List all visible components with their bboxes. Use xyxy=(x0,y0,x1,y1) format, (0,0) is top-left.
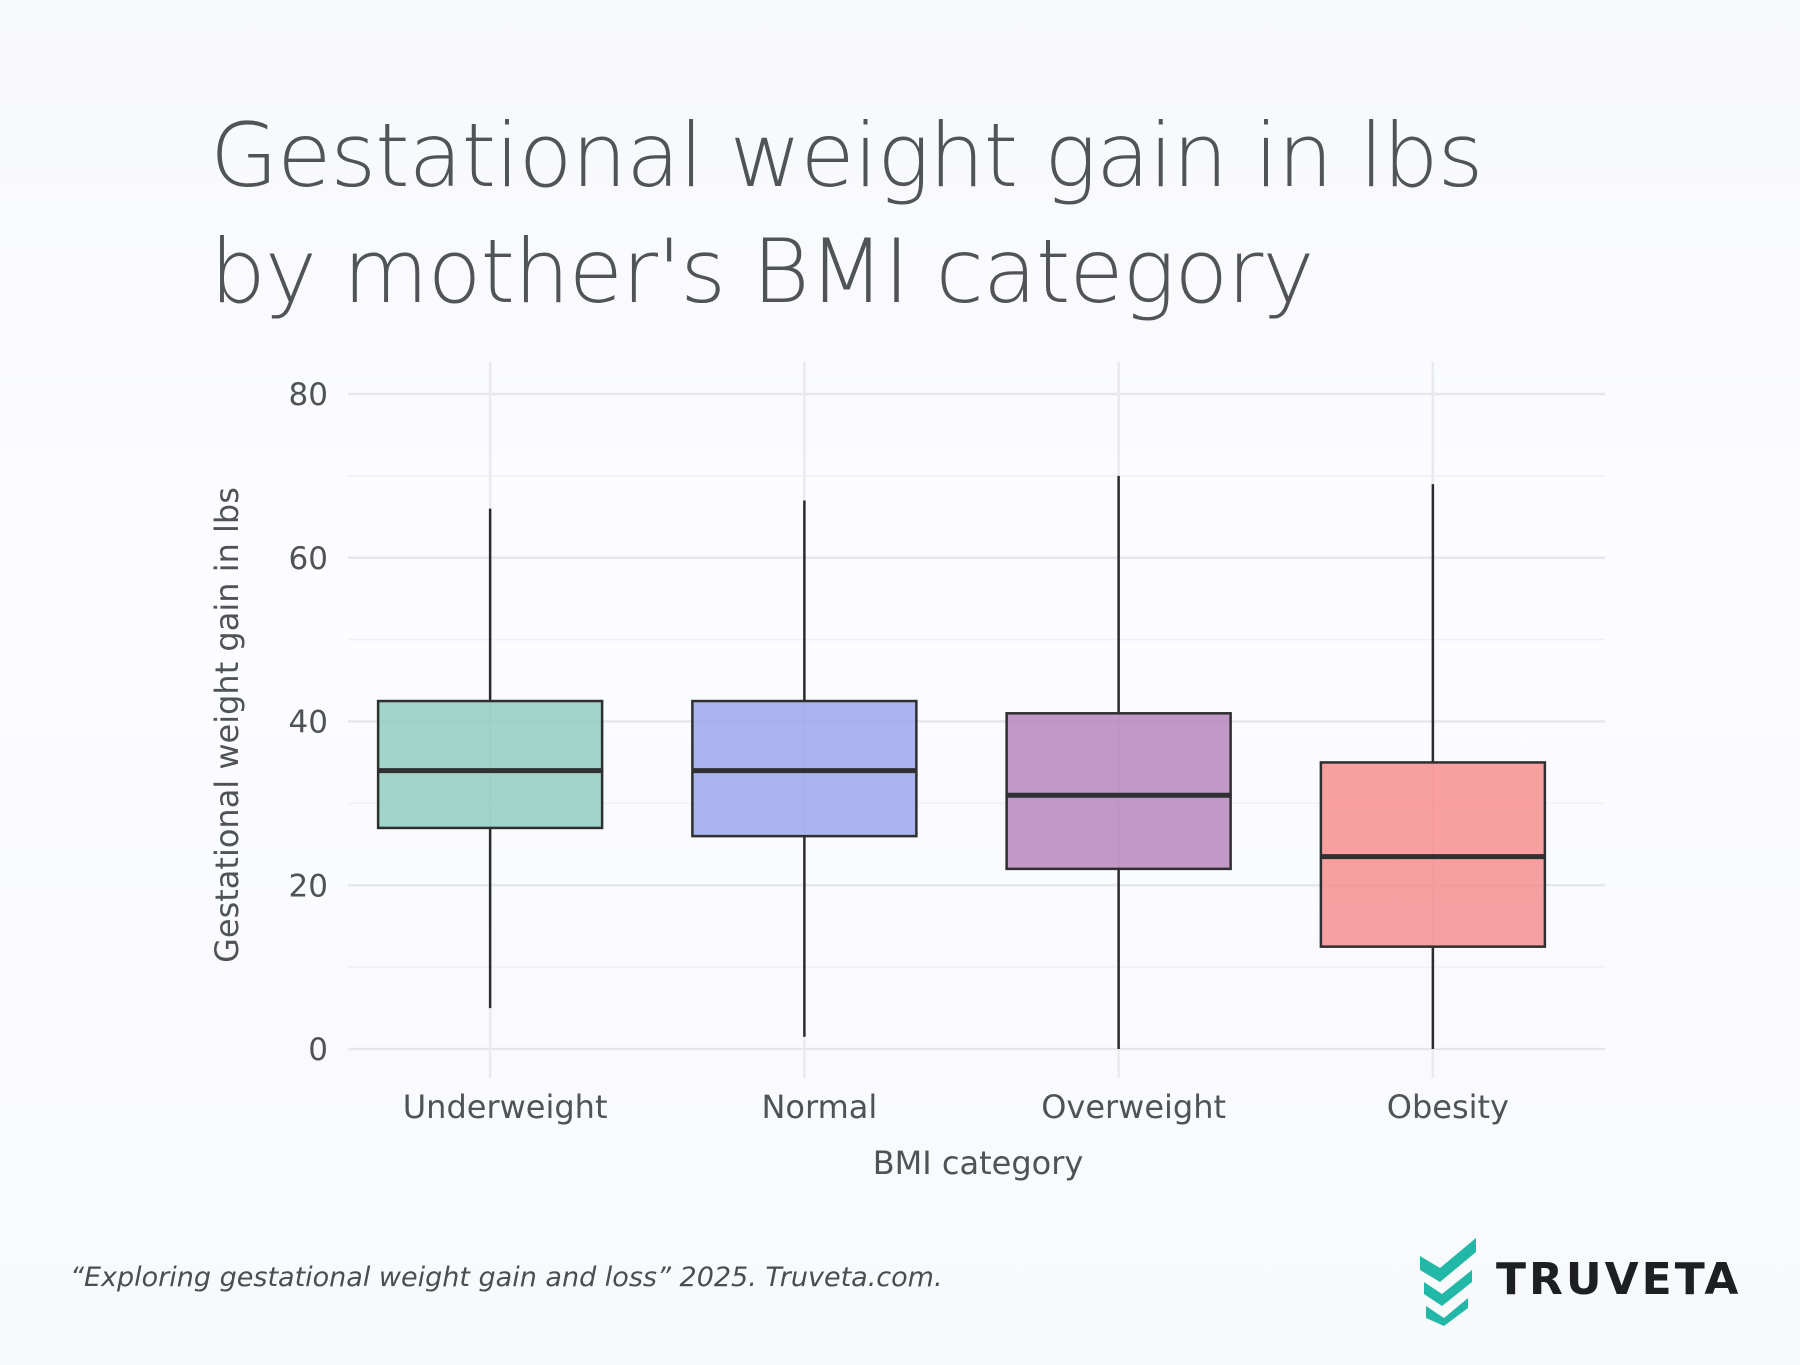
x-tick-label: Underweight xyxy=(403,1088,608,1126)
truveta-logo: TRUVETA xyxy=(1418,1234,1748,1326)
brand-name: TRUVETA xyxy=(1496,1254,1742,1305)
box-obesity xyxy=(1319,484,1547,1049)
y-axis-title: Gestational weight gain in lbs xyxy=(208,487,246,963)
y-tick-label: 20 xyxy=(289,868,328,904)
title-line-1: Gestational weight gain in lbs xyxy=(210,104,1483,207)
y-tick-label: 40 xyxy=(289,705,328,741)
y-axis-ticks: 0 20 40 60 80 xyxy=(289,377,328,1068)
page-title: Gestational weight gain in lbs by mother… xyxy=(210,98,1483,330)
y-tick-label: 80 xyxy=(289,377,328,413)
boxes xyxy=(376,475,1547,1049)
box-iqr xyxy=(376,699,604,830)
box-normal xyxy=(691,500,918,1037)
x-tick-label: Normal xyxy=(761,1088,877,1126)
source-citation: “Exploring gestational weight gain and l… xyxy=(70,1262,943,1293)
y-tick-label: 60 xyxy=(289,541,328,577)
box-iqr xyxy=(1005,712,1232,871)
y-tick-label: 0 xyxy=(308,1032,328,1068)
box-underweight xyxy=(376,508,604,1009)
title-line-2: by mother's BMI category xyxy=(210,220,1314,323)
box-overweight xyxy=(1005,475,1232,1049)
x-axis-ticks: Underweight Normal Overweight Obesity xyxy=(403,1088,1509,1126)
x-tick-label: Obesity xyxy=(1387,1088,1509,1126)
x-tick-label: Overweight xyxy=(1041,1088,1226,1126)
truveta-chevron-logo-icon xyxy=(1420,1238,1476,1326)
x-axis-title: BMI category xyxy=(873,1144,1084,1182)
